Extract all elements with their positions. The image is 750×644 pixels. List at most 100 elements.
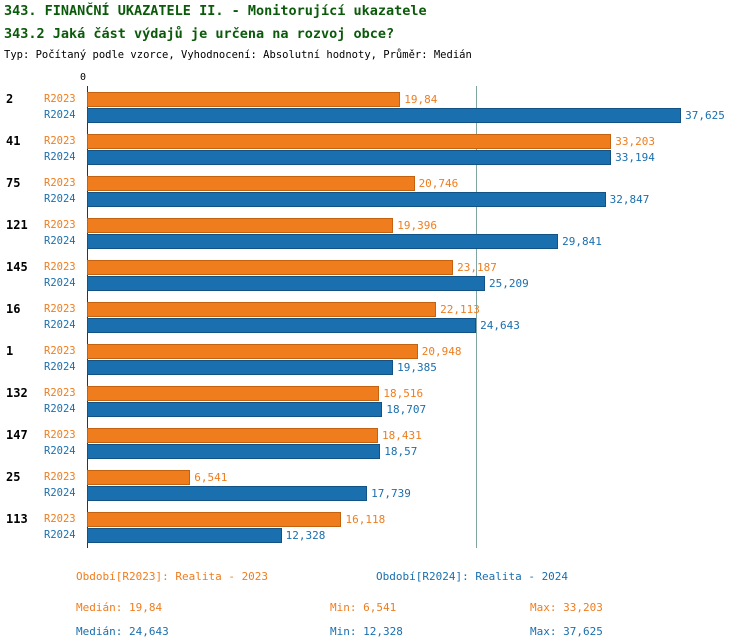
row-id-label: 25 [6, 470, 21, 484]
bar-value-label: 20,746 [418, 177, 459, 190]
bar-group: 2 R2023 19,84 R2024 37,625 [4, 92, 746, 123]
bar-value-label: 18,516 [383, 387, 424, 400]
bar-group: 132 R2023 18,516 R2024 18,707 [4, 386, 746, 417]
bar-r2024 [87, 486, 368, 501]
bar-r2023 [87, 92, 401, 107]
chart-footer: Období[R2023]: Realita - 2023 Období[R20… [0, 570, 750, 644]
bar-group: 121 R2023 19,396 R2024 29,841 [4, 218, 746, 249]
series-label-r2023: R2023 [44, 303, 76, 315]
bar-value-label: 18,431 [382, 429, 422, 442]
page-title: 343. FINANČNÍ UKAZATELE II. - Monitorují… [4, 3, 427, 19]
bar-row-r2023: 41 R2023 33,203 [4, 134, 746, 149]
bar-r2024 [87, 360, 394, 375]
bar-r2024 [87, 234, 559, 249]
plot-area: 25,209 [87, 276, 746, 291]
row-id-label: 121 [6, 218, 28, 232]
row-id-label: 41 [6, 134, 21, 148]
bar-row-r2023: 16 R2023 22,113 [4, 302, 746, 317]
bar-row-r2024: R2024 24,643 [4, 318, 746, 333]
bar-r2024 [87, 528, 282, 543]
bar-group: 113 R2023 16,118 R2024 12,328 [4, 512, 746, 543]
row-id-label: 75 [6, 176, 21, 190]
bar-value-label: 18,57 [384, 445, 418, 458]
series-label-r2023: R2023 [44, 387, 76, 399]
plot-area: 24,643 [87, 318, 746, 333]
bar-value-label: 25,209 [489, 277, 529, 290]
series-label-r2024: R2024 [44, 403, 76, 415]
plot-area: 33,203 [87, 134, 746, 149]
row-id-label: 1 [6, 344, 14, 358]
stat-min-r2024: Min: 12,328 [330, 625, 403, 638]
plot-area: 20,948 [87, 344, 746, 359]
plot-area: 33,194 [87, 150, 746, 165]
bar-group: 16 R2023 22,113 R2024 24,643 [4, 302, 746, 333]
row-id-label: 113 [6, 512, 28, 526]
series-label-r2024: R2024 [44, 193, 76, 205]
plot-area: 20,746 [87, 176, 746, 191]
series-label-r2024: R2024 [44, 151, 76, 163]
bar-r2024 [87, 150, 612, 165]
plot-area: 32,847 [87, 192, 746, 207]
plot-area: 18,57 [87, 444, 746, 459]
bar-row-r2024: R2024 25,209 [4, 276, 746, 291]
bar-value-label: 32,847 [609, 193, 650, 206]
bar-row-r2023: 25 R2023 6,541 [4, 470, 746, 485]
bar-value-label: 17,739 [371, 487, 411, 500]
bar-row-r2023: 2 R2023 19,84 [4, 92, 746, 107]
bar-group: 1 R2023 20,948 R2024 19,385 [4, 344, 746, 375]
bar-row-r2024: R2024 19,385 [4, 360, 746, 375]
bar-group: 41 R2023 33,203 R2024 33,194 [4, 134, 746, 165]
plot-area: 19,84 [87, 92, 746, 107]
plot-area: 37,625 [87, 108, 746, 123]
bar-r2023 [87, 176, 415, 191]
bar-row-r2023: 132 R2023 18,516 [4, 386, 746, 401]
y-axis-line [87, 86, 88, 548]
bar-r2024 [87, 318, 477, 333]
bar-r2023 [87, 134, 612, 149]
bar-row-r2024: R2024 17,739 [4, 486, 746, 501]
series-label-r2023: R2023 [44, 135, 76, 147]
bar-value-label: 29,841 [562, 235, 602, 248]
plot-area: 19,396 [87, 218, 746, 233]
legend-r2023: Období[R2023]: Realita - 2023 [76, 570, 269, 583]
bar-r2023 [87, 344, 418, 359]
bar-r2024 [87, 108, 682, 123]
bar-value-label: 19,385 [397, 361, 437, 374]
series-label-r2023: R2023 [44, 219, 76, 231]
plot-area: 6,541 [87, 470, 746, 485]
bar-row-r2023: 145 R2023 23,187 [4, 260, 746, 275]
bar-group: 75 R2023 20,746 R2024 32,847 [4, 176, 746, 207]
series-label-r2023: R2023 [44, 345, 76, 357]
bar-group: 147 R2023 18,431 R2024 18,57 [4, 428, 746, 459]
page-subtitle-question: 343.2 Jaká část výdajů je určena na rozv… [4, 26, 395, 42]
plot-area: 19,385 [87, 360, 746, 375]
bar-r2024 [87, 402, 383, 417]
bar-r2024 [87, 276, 486, 291]
series-label-r2023: R2023 [44, 177, 76, 189]
plot-area: 18,516 [87, 386, 746, 401]
bar-r2023 [87, 260, 454, 275]
stat-max-r2024: Max: 37,625 [530, 625, 603, 638]
stat-median-r2024: Medián: 24,643 [76, 625, 169, 638]
bar-row-r2023: 75 R2023 20,746 [4, 176, 746, 191]
bar-value-label: 22,113 [440, 303, 480, 316]
series-label-r2023: R2023 [44, 261, 76, 273]
bar-row-r2023: 121 R2023 19,396 [4, 218, 746, 233]
bar-value-label: 33,194 [615, 151, 655, 164]
bar-r2023 [87, 302, 437, 317]
bar-group: 25 R2023 6,541 R2024 17,739 [4, 470, 746, 501]
row-id-label: 132 [6, 386, 28, 400]
series-label-r2023: R2023 [44, 429, 76, 441]
bar-r2024 [87, 444, 381, 459]
series-label-r2024: R2024 [44, 445, 76, 457]
bar-r2023 [87, 386, 380, 401]
series-label-r2024: R2024 [44, 529, 76, 541]
plot-area: 29,841 [87, 234, 746, 249]
plot-area: 18,707 [87, 402, 746, 417]
row-id-label: 2 [6, 92, 14, 106]
bar-r2023 [87, 428, 379, 443]
bar-r2023 [87, 470, 191, 485]
legend-r2024: Období[R2024]: Realita - 2024 [376, 570, 569, 583]
plot-area: 18,431 [87, 428, 746, 443]
